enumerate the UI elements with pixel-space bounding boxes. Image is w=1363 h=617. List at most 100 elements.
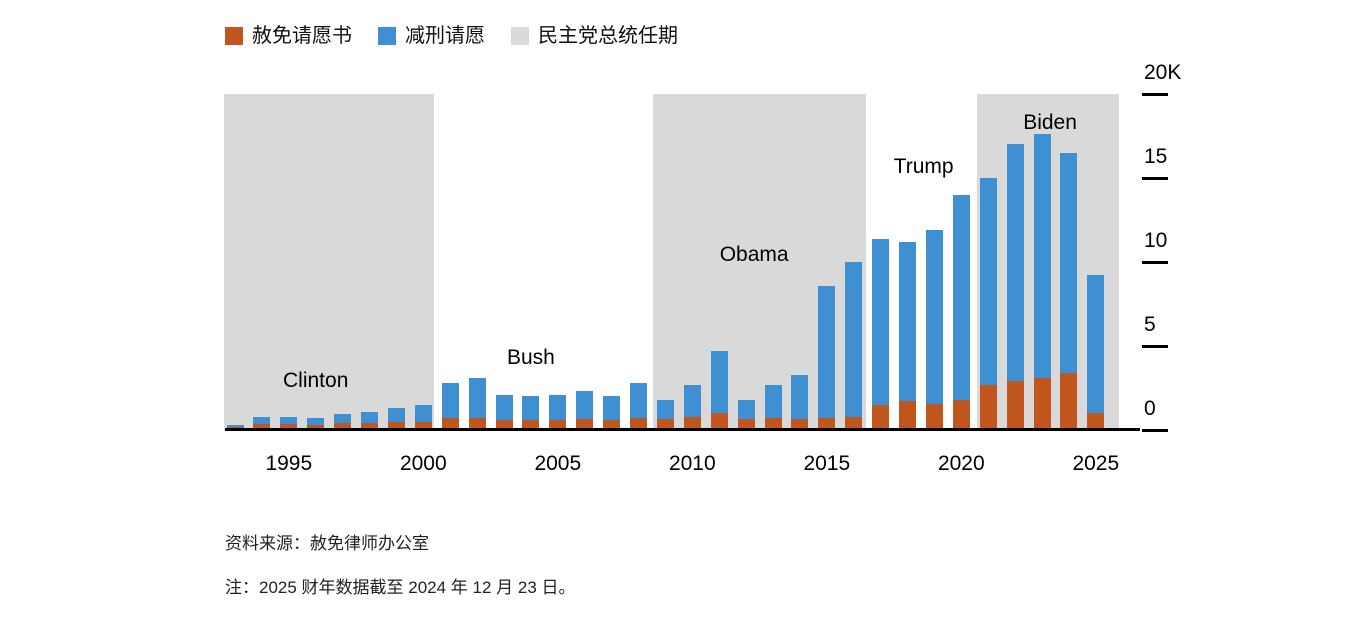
bar-segment-commutation: [522, 396, 540, 420]
bar-2025: [1087, 94, 1105, 430]
bar-1994: [253, 94, 271, 430]
bar-2024: [1060, 94, 1078, 430]
y-tick: [1142, 176, 1168, 180]
y-tick-label: 15: [1144, 145, 1168, 168]
bar-segment-pardon: [710, 413, 728, 430]
president-label-biden: Biden: [1023, 111, 1077, 134]
bar-segment-pardon: [925, 403, 943, 430]
bar-segment-commutation: [630, 382, 647, 419]
bar-segment-pardon: [899, 401, 916, 430]
y-tick-label: 10: [1144, 229, 1168, 252]
bar-segment-pardon: [683, 416, 701, 430]
bar-2000: [414, 94, 432, 430]
legend-item-commutation: 减刑请愿: [378, 26, 485, 46]
bar-2009: [656, 94, 674, 430]
bar-segment-pardon: [630, 418, 647, 430]
bar-segment-pardon: [737, 419, 755, 430]
bar-segment-pardon: [872, 404, 890, 430]
bar-segment-pardon: [845, 416, 863, 430]
x-tick-label: 2015: [803, 452, 851, 475]
bar-2008: [630, 94, 647, 430]
pardon-swatch-icon: [225, 27, 243, 45]
bar-segment-pardon: [791, 419, 809, 430]
bar-segment-pardon: [1087, 413, 1105, 430]
y-tick: [1142, 344, 1168, 348]
bar-segment-commutation: [1033, 134, 1051, 378]
x-tick-label: 1995: [265, 452, 313, 475]
bar-2022: [1006, 94, 1024, 430]
legend-item-democratic-term: 民主党总统任期: [511, 26, 678, 46]
bar-segment-commutation: [549, 394, 567, 420]
legend: 赦免请愿书 减刑请愿 民主党总统任期: [225, 26, 678, 46]
president-label-bush: Bush: [506, 346, 555, 369]
x-tick-label: 2000: [399, 452, 447, 475]
bar-segment-commutation: [737, 399, 755, 420]
bar-segment-pardon: [441, 418, 459, 430]
plot-area: Clinton Obama Biden Bush Trump: [224, 94, 1119, 430]
bar-segment-commutation: [818, 285, 836, 419]
bar-2017: [872, 94, 890, 430]
bar-segment-commutation: [576, 391, 594, 420]
bar-segment-pardon: [979, 384, 997, 430]
bar-1998: [361, 94, 378, 430]
bar-segment-commutation: [791, 374, 809, 420]
bar-segment-commutation: [280, 416, 298, 425]
legend-label-pardon: 赦免请愿书: [252, 25, 352, 47]
y-tick: [1142, 260, 1168, 264]
bar-segment-commutation: [307, 418, 325, 425]
bar-2002: [468, 94, 486, 430]
bar-segment-commutation: [925, 230, 943, 404]
bar-1995: [280, 94, 298, 430]
bar-segment-commutation: [414, 404, 432, 422]
bar-2021: [979, 94, 997, 430]
x-tick-label: 2010: [668, 452, 716, 475]
x-tick-label: 2025: [1072, 452, 1120, 475]
bar-segment-commutation: [441, 382, 459, 419]
y-tick-label: 20K: [1144, 61, 1182, 84]
y-tick: [1142, 92, 1168, 96]
bar-2011: [710, 94, 728, 430]
bar-segment-pardon: [656, 419, 674, 430]
bar-segment-commutation: [495, 394, 513, 420]
bar-1996: [307, 94, 325, 430]
bar-2015: [818, 94, 836, 430]
y-axis: 20K 15 10 5 0: [1142, 61, 1212, 432]
legend-label-commutation: 减刑请愿: [405, 25, 485, 47]
bar-segment-commutation: [334, 414, 352, 424]
bar-segment-pardon: [818, 418, 836, 430]
bar-2018: [899, 94, 916, 430]
bar-1999: [387, 94, 405, 430]
bar-segment-commutation: [1060, 152, 1078, 373]
source-note: 资料来源：赦免律师办公室: [225, 534, 429, 553]
bar-2010: [683, 94, 701, 430]
bar-segment-pardon: [387, 422, 405, 430]
legend-label-democratic-term: 民主党总统任期: [538, 25, 678, 47]
bar-segment-commutation: [656, 399, 674, 420]
bar-segment-commutation: [845, 262, 863, 417]
y-tick: [1142, 428, 1168, 432]
bar-2013: [764, 94, 782, 430]
bar-2016: [845, 94, 863, 430]
bar-segment-commutation: [253, 416, 271, 425]
bar-2019: [925, 94, 943, 430]
bar-2003: [495, 94, 513, 430]
legend-item-pardon: 赦免请愿书: [225, 26, 352, 46]
bar-segment-commutation: [979, 178, 997, 385]
bar-segment-commutation: [899, 241, 916, 402]
x-axis: 1995 2000 2005 2010 2015 2020 2025: [225, 452, 1145, 482]
bar-segment-pardon: [549, 419, 567, 430]
bar-2014: [791, 94, 809, 430]
x-axis-line: [225, 428, 1140, 431]
y-tick-label: 5: [1144, 313, 1156, 336]
bar-segment-pardon: [253, 424, 271, 430]
bar-segment-pardon: [1033, 377, 1051, 430]
president-label-clinton: Clinton: [283, 369, 349, 392]
x-tick-label: 2005: [534, 452, 582, 475]
bar-2001: [441, 94, 459, 430]
bar-segment-pardon: [1060, 372, 1078, 430]
bar-segment-commutation: [1087, 275, 1105, 414]
bar-segment-pardon: [1006, 381, 1024, 430]
bar-segment-commutation: [603, 396, 621, 420]
bar-2005: [549, 94, 567, 430]
bar-segment-pardon: [952, 399, 970, 430]
